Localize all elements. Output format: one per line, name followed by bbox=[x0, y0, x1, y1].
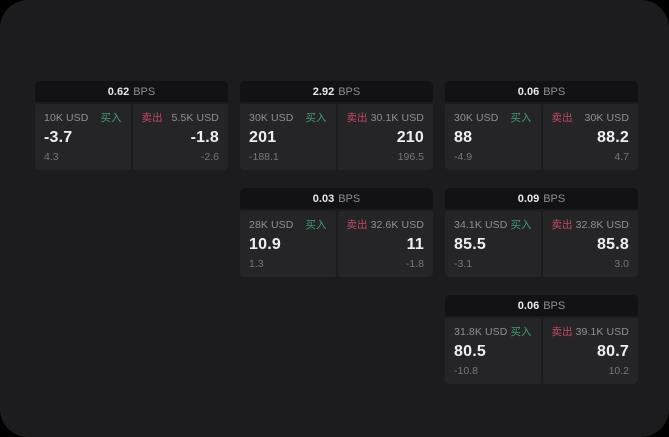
buy-panel[interactable]: 30K USD 买入 201 -188.1 bbox=[240, 104, 336, 170]
card-header: 0.06 BPS bbox=[445, 81, 638, 102]
buy-panel[interactable]: 34.1K USD 买入 85.5 -3.1 bbox=[445, 211, 541, 277]
card-header: 2.92 BPS bbox=[240, 81, 433, 102]
bps-value: 0.09 bbox=[517, 192, 540, 205]
card-header: 0.09 BPS bbox=[445, 188, 638, 209]
quote-panels: 31.8K USD 买入 80.5 -10.8 卖出 39.1K USD 80.… bbox=[445, 318, 638, 384]
buy-sub-value: -188.1 bbox=[249, 151, 279, 163]
buy-sub-value: -3.1 bbox=[454, 258, 473, 270]
bps-unit: BPS bbox=[338, 85, 361, 98]
buy-price: 85.5 bbox=[454, 236, 486, 253]
buy-price: 88 bbox=[454, 129, 473, 146]
sell-amount: 5.5K USD bbox=[171, 111, 219, 124]
bps-unit: BPS bbox=[543, 85, 566, 98]
quote-card: 2.92 BPS 30K USD 买入 201 -188.1 卖出 30.1K … bbox=[240, 81, 433, 170]
bps-unit: BPS bbox=[338, 192, 361, 205]
buy-panel[interactable]: 28K USD 买入 10.9 1.3 bbox=[240, 211, 336, 277]
buy-label: 买入 bbox=[510, 219, 532, 231]
buy-amount: 10K USD bbox=[44, 111, 89, 124]
sell-amount: 39.1K USD bbox=[575, 325, 629, 338]
bps-value: 0.06 bbox=[517, 85, 540, 98]
sell-amount: 30.1K USD bbox=[370, 111, 424, 124]
sell-panel[interactable]: 卖出 5.5K USD -1.8 -2.6 bbox=[132, 104, 228, 170]
buy-amount: 34.1K USD bbox=[454, 218, 508, 231]
bps-value: 0.06 bbox=[517, 299, 540, 312]
sell-price: 210 bbox=[396, 129, 424, 146]
quote-card: 0.03 BPS 28K USD 买入 10.9 1.3 卖出 32.6K US… bbox=[240, 188, 433, 277]
buy-amount: 28K USD bbox=[249, 218, 294, 231]
buy-label: 买入 bbox=[510, 112, 532, 124]
sell-amount: 32.6K USD bbox=[370, 218, 424, 231]
bps-value: 0.62 bbox=[107, 85, 130, 98]
buy-sub-value: 4.3 bbox=[44, 151, 59, 163]
buy-price: 10.9 bbox=[249, 236, 281, 253]
quote-panels: 10K USD 买入 -3.7 4.3 卖出 5.5K USD -1.8 -2.… bbox=[35, 104, 228, 170]
sell-sub-value: -2.6 bbox=[200, 151, 219, 163]
sell-label: 卖出 bbox=[346, 219, 368, 231]
quote-card: 0.09 BPS 34.1K USD 买入 85.5 -3.1 卖出 32.8K… bbox=[445, 188, 638, 277]
quote-panels: 34.1K USD 买入 85.5 -3.1 卖出 32.8K USD 85.8… bbox=[445, 211, 638, 277]
buy-sub-value: -4.9 bbox=[454, 151, 473, 163]
quote-panels: 30K USD 买入 201 -188.1 卖出 30.1K USD 210 1… bbox=[240, 104, 433, 170]
sell-price: -1.8 bbox=[190, 129, 219, 146]
quote-card: 0.62 BPS 10K USD 买入 -3.7 4.3 卖出 5.5K USD bbox=[35, 81, 228, 170]
quote-card: 0.06 BPS 31.8K USD 买入 80.5 -10.8 卖出 39.1… bbox=[445, 295, 638, 384]
buy-amount: 31.8K USD bbox=[454, 325, 508, 338]
sell-label: 卖出 bbox=[551, 219, 573, 231]
card-header: 0.62 BPS bbox=[35, 81, 228, 102]
quote-panels: 28K USD 买入 10.9 1.3 卖出 32.6K USD 11 -1.8 bbox=[240, 211, 433, 277]
sell-panel[interactable]: 卖出 30K USD 88.2 4.7 bbox=[542, 104, 638, 170]
sell-panel[interactable]: 卖出 39.1K USD 80.7 10.2 bbox=[542, 318, 638, 384]
buy-amount: 30K USD bbox=[454, 111, 499, 124]
buy-price: -3.7 bbox=[44, 129, 73, 146]
buy-amount: 30K USD bbox=[249, 111, 294, 124]
buy-label: 买入 bbox=[305, 112, 327, 124]
quote-card: 0.06 BPS 30K USD 买入 88 -4.9 卖出 30K USD bbox=[445, 81, 638, 170]
card-header: 0.06 BPS bbox=[445, 295, 638, 316]
buy-sub-value: 1.3 bbox=[249, 258, 264, 270]
sell-label: 卖出 bbox=[551, 326, 573, 338]
sell-sub-value: 196.5 bbox=[397, 151, 424, 163]
buy-label: 买入 bbox=[305, 219, 327, 231]
bps-value: 0.03 bbox=[312, 192, 335, 205]
buy-panel[interactable]: 30K USD 买入 88 -4.9 bbox=[445, 104, 541, 170]
bps-value: 2.92 bbox=[312, 85, 335, 98]
sell-label: 卖出 bbox=[141, 112, 163, 124]
card-header: 0.03 BPS bbox=[240, 188, 433, 209]
bps-unit: BPS bbox=[543, 299, 566, 312]
buy-price: 80.5 bbox=[454, 343, 486, 360]
sell-price: 80.7 bbox=[597, 343, 629, 360]
sell-sub-value: 4.7 bbox=[614, 151, 629, 163]
sell-sub-value: 3.0 bbox=[614, 258, 629, 270]
sell-price: 11 bbox=[406, 236, 424, 253]
sell-panel[interactable]: 卖出 30.1K USD 210 196.5 bbox=[337, 104, 433, 170]
buy-panel[interactable]: 31.8K USD 买入 80.5 -10.8 bbox=[445, 318, 541, 384]
bps-unit: BPS bbox=[543, 192, 566, 205]
buy-sub-value: -10.8 bbox=[454, 365, 478, 377]
sell-amount: 30K USD bbox=[584, 111, 629, 124]
sell-label: 卖出 bbox=[346, 112, 368, 124]
sell-sub-value: -1.8 bbox=[405, 258, 424, 270]
buy-label: 买入 bbox=[510, 326, 532, 338]
buy-label: 买入 bbox=[100, 112, 122, 124]
sell-amount: 32.8K USD bbox=[575, 218, 629, 231]
sell-label: 卖出 bbox=[551, 112, 573, 124]
buy-price: 201 bbox=[249, 129, 277, 146]
sell-sub-value: 10.2 bbox=[608, 365, 629, 377]
sell-price: 88.2 bbox=[597, 129, 629, 146]
quote-panels: 30K USD 买入 88 -4.9 卖出 30K USD 88.2 4.7 bbox=[445, 104, 638, 170]
quote-card-grid: 0.62 BPS 10K USD 买入 -3.7 4.3 卖出 5.5K USD bbox=[35, 81, 638, 384]
sell-panel[interactable]: 卖出 32.6K USD 11 -1.8 bbox=[337, 211, 433, 277]
sell-panel[interactable]: 卖出 32.8K USD 85.8 3.0 bbox=[542, 211, 638, 277]
sell-price: 85.8 bbox=[597, 236, 629, 253]
bps-unit: BPS bbox=[133, 85, 156, 98]
buy-panel[interactable]: 10K USD 买入 -3.7 4.3 bbox=[35, 104, 131, 170]
